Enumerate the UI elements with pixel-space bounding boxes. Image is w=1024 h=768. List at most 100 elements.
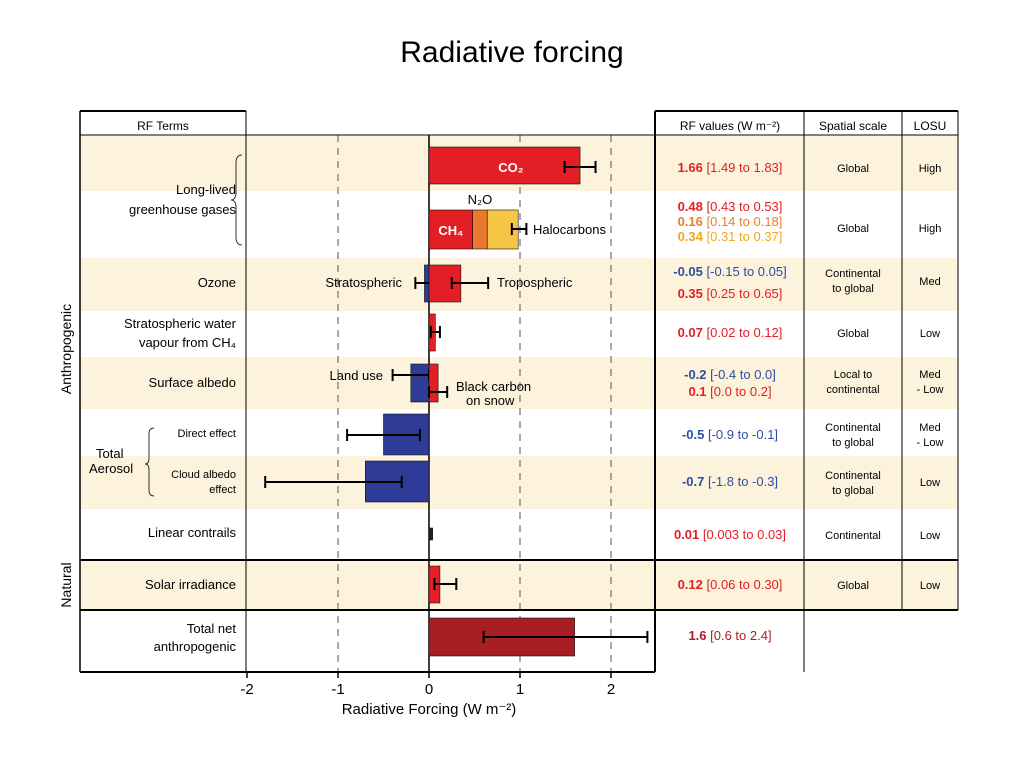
errorbar-solar (433, 578, 458, 590)
term-ozone: Ozone (198, 275, 236, 290)
errorbar-net (482, 631, 649, 643)
term-albedo: Surface albedo (149, 375, 236, 390)
label-black-carbon-2: on snow (466, 393, 515, 408)
header-rf-values: RF values (W m⁻²) (680, 119, 780, 133)
tick-label-2: 2 (607, 681, 615, 698)
spatial-ozone-2: to global (832, 283, 874, 295)
spatial-lived2: Global (837, 223, 869, 235)
term-strat-2: vapour from CH₄ (139, 335, 236, 350)
brace-aerosol (144, 427, 155, 497)
bar-co2 (428, 146, 581, 185)
losu-lived1: High (919, 163, 942, 175)
rf-ozone-trop: 0.35 [0.25 to 0.65] (678, 286, 783, 301)
rf-land-use: -0.2 [-0.4 to 0.0] (684, 367, 776, 382)
brace-lived (230, 154, 243, 246)
group-natural: Natural (58, 562, 74, 607)
losu-albedo-1: Med (919, 369, 940, 381)
losu-solar: Low (920, 580, 940, 592)
losu-contrails: Low (920, 530, 940, 542)
term-net-2: anthropogenic (154, 639, 237, 654)
label-land-use: Land use (330, 368, 384, 383)
group-anthropogenic: Anthropogenic (58, 304, 74, 394)
row-bands (80, 136, 958, 609)
header-spatial-scale: Spatial scale (819, 119, 887, 133)
term-cloud-1: Cloud albedo (171, 469, 236, 481)
rf-strat-water: 0.07 [0.02 to 0.12] (678, 325, 783, 340)
spatial-lived1: Global (837, 163, 869, 175)
term-aerosol-1: Total (96, 446, 124, 461)
header-losu: LOSU (914, 119, 947, 133)
losu-ozone: Med (919, 276, 940, 288)
errorbar-ozone-trop (450, 277, 490, 289)
rf-n2o: 0.16 [0.14 to 0.18] (678, 214, 783, 229)
term-direct: Direct effect (178, 428, 237, 440)
rf-contrails: 0.01 [0.003 to 0.03] (674, 527, 786, 542)
bar-contrails (428, 527, 433, 541)
row-band-3 (80, 456, 958, 509)
spatial-albedo-2: continental (826, 384, 879, 396)
label-stratospheric: Stratospheric (325, 275, 402, 290)
term-aerosol-2: Aerosol (89, 461, 133, 476)
errorbar-strat-water (429, 326, 441, 338)
term-lived-1: Long-lived (176, 182, 236, 197)
tick-label-0: 0 (425, 681, 433, 698)
label-tropospheric: Tropospheric (497, 275, 573, 290)
rf-cloud: -0.7 [-1.8 to -0.3] (682, 474, 778, 489)
spatial-ozone-1: Continental (825, 268, 881, 280)
header-rf-terms: RF Terms (137, 119, 189, 133)
row-band-1 (80, 258, 958, 311)
label-halocarbons: Halocarbons (533, 222, 606, 237)
labels-layer: CO₂ CH₄ N₂O Halocarbons Stratospheric Troposp… (58, 154, 944, 654)
table-frame: -2 -1 0 1 2 Radiative Forcing (W m⁻²) RF Terms… (79, 110, 959, 718)
spatial-strat: Global (837, 328, 869, 340)
losu-cloud: Low (920, 477, 940, 489)
tick-label-1: 1 (516, 681, 524, 698)
term-cloud-2: effect (209, 484, 236, 496)
term-solar: Solar irradiance (145, 577, 236, 592)
term-contrails: Linear contrails (148, 525, 237, 540)
rf-solar: 0.12 [0.06 to 0.30] (678, 577, 783, 592)
spatial-solar: Global (837, 580, 869, 592)
spatial-cloud-2: to global (832, 485, 874, 497)
term-strat-1: Stratospheric water (124, 316, 237, 331)
tick-label--2: -2 (240, 681, 253, 698)
rf-co2: 1.66 [1.49 to 1.83] (678, 160, 783, 175)
bar-ch4 (428, 209, 473, 250)
x-axis-label: Radiative Forcing (W m⁻²) (342, 701, 517, 718)
rf-black-carbon: 0.1 [0.0 to 0.2] (688, 384, 771, 399)
rf-direct: -0.5 [-0.9 to -0.1] (682, 427, 778, 442)
errorbar-lived2 (510, 223, 528, 235)
errorbar-co2 (563, 161, 597, 173)
losu-direct-1: Med (919, 422, 940, 434)
bar-land-use (410, 363, 430, 403)
row-band-2 (80, 357, 958, 409)
errorbar-black-carbon (428, 386, 449, 398)
spatial-albedo-1: Local to (834, 369, 873, 381)
spatial-direct-2: to global (832, 437, 874, 449)
label-co2: CO₂ (498, 160, 524, 175)
row-band-4 (80, 561, 958, 609)
rf-ozone-strat: -0.05 [-0.15 to 0.05] (673, 264, 786, 279)
tick-label--1: -1 (331, 681, 344, 698)
spatial-direct-1: Continental (825, 422, 881, 434)
label-ch4: CH₄ (438, 223, 463, 238)
losu-albedo-2: - Low (917, 384, 944, 396)
rf-ch4: 0.48 [0.43 to 0.53] (678, 199, 783, 214)
losu-strat: Low (920, 328, 940, 340)
bar-n2o (472, 209, 488, 250)
bar-black-carbon (428, 363, 439, 403)
spatial-cloud-1: Continental (825, 470, 881, 482)
bars-layer (264, 146, 649, 657)
rf-halocarbons: 0.34 [0.31 to 0.37] (678, 229, 783, 244)
errorbar-direct (346, 429, 421, 441)
slide-title: Radiative forcing (400, 36, 624, 69)
label-black-carbon-1: Black carbon (456, 379, 531, 394)
losu-direct-2: - Low (917, 437, 944, 449)
term-net-1: Total net (187, 621, 237, 636)
term-lived-2: greenhouse gases (129, 202, 236, 217)
errorbar-cloud (264, 476, 403, 488)
rf-net: 1.6 [0.6 to 2.4] (688, 628, 771, 643)
label-n2o: N₂O (468, 192, 493, 207)
losu-lived2: High (919, 223, 942, 235)
